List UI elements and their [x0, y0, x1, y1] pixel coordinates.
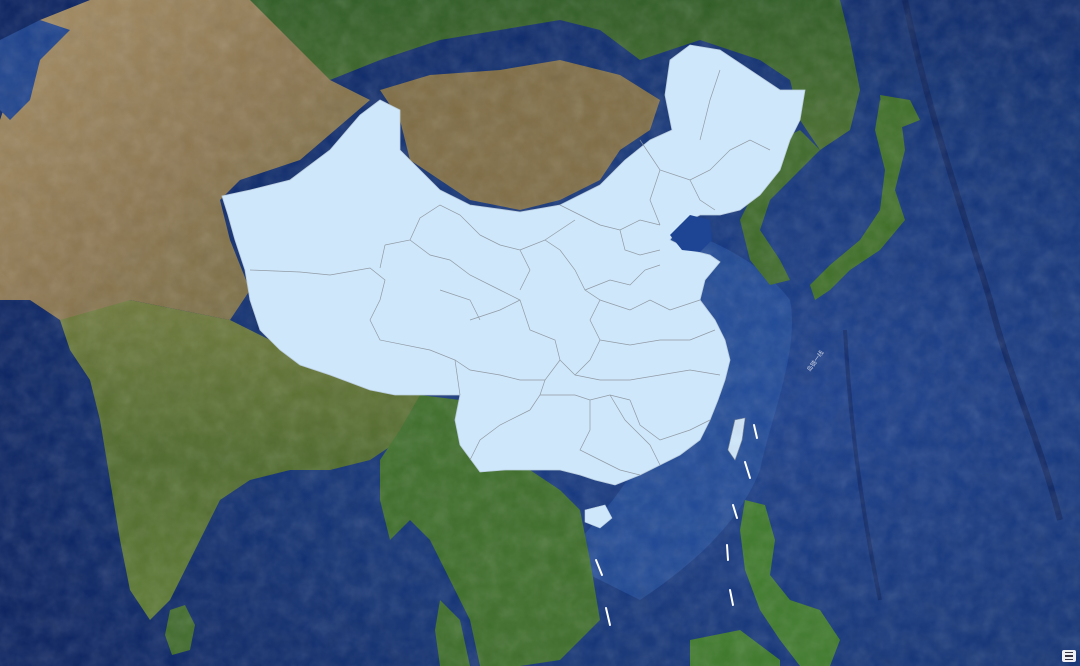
province-borders	[249, 69, 771, 476]
map-legend-button[interactable]	[1062, 650, 1076, 662]
map-legend-icon	[1065, 651, 1073, 662]
bohai-sea	[670, 215, 712, 252]
hainan-island[interactable]	[584, 504, 613, 529]
nine-dash-line	[595, 424, 758, 626]
